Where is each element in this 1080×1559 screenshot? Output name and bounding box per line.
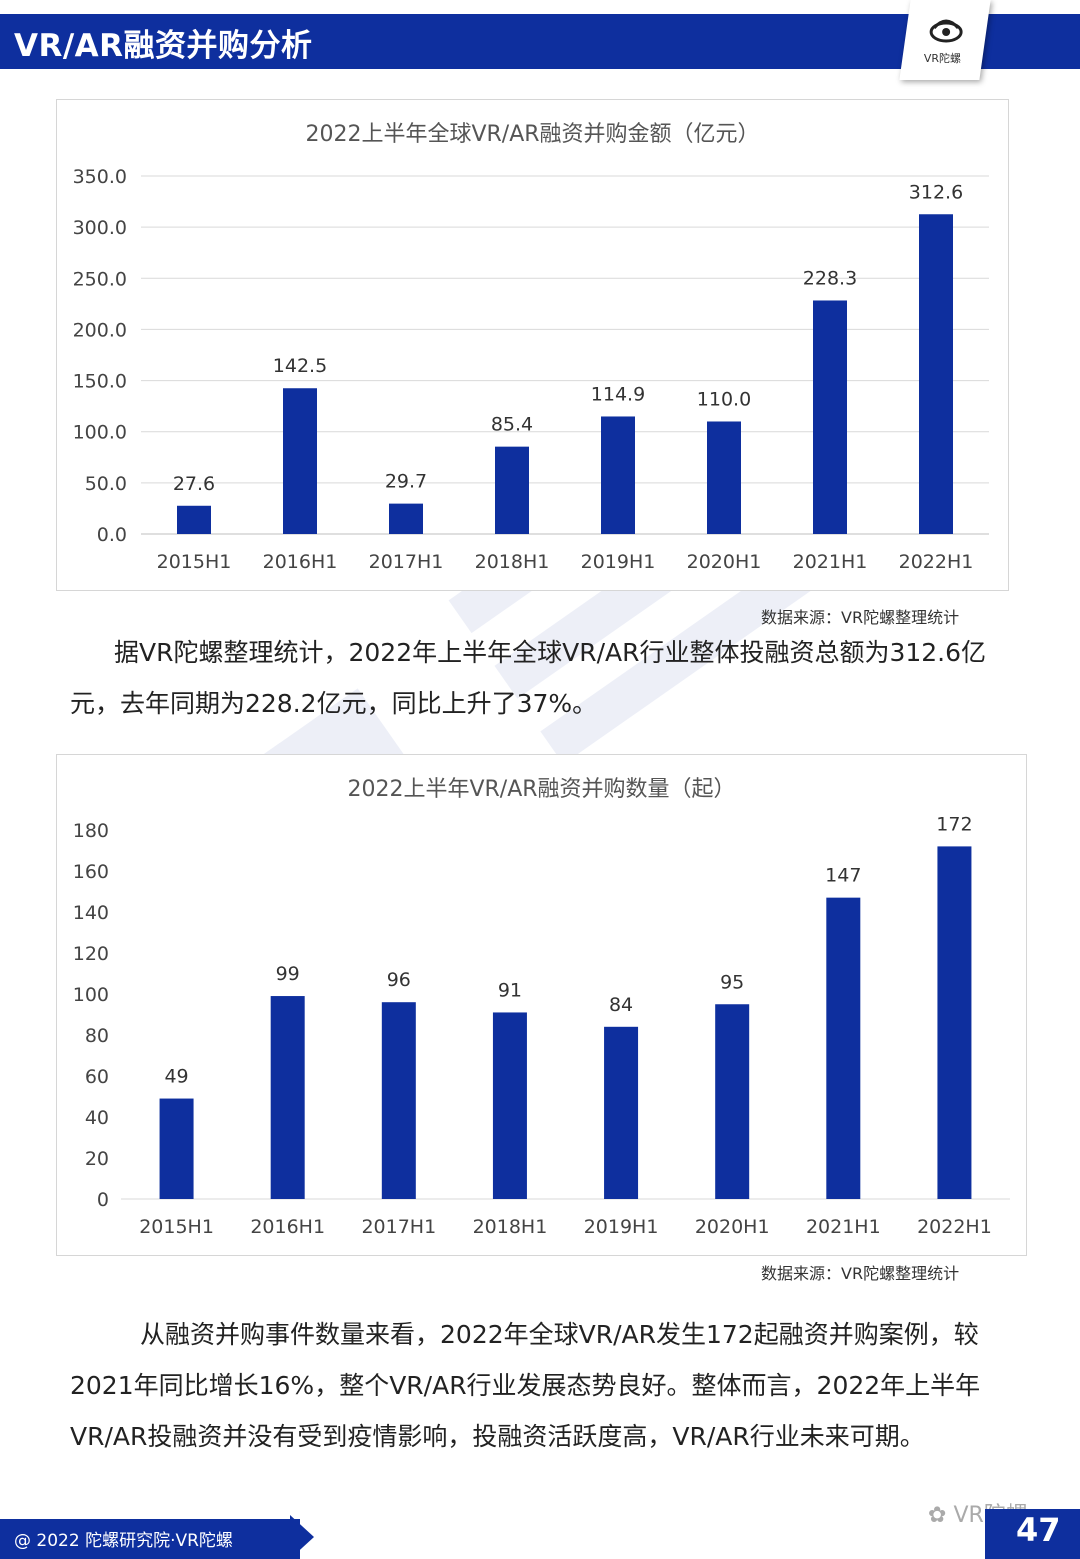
chart-amount-plot: 0.0 50.0 100.0 150.0 200.0 250.0 300.0 350.0 27.… [73, 166, 989, 573]
x-tick-label: 2015H1 [139, 1216, 214, 1238]
y-tick-label: 50.0 [85, 473, 127, 495]
bar-2020H1 [715, 1004, 750, 1199]
y-tick-label: 200.0 [73, 319, 127, 341]
chart-count-source: 数据来源：VR陀螺整理统计 [761, 1264, 960, 1283]
y-tick-label: 0.0 [97, 524, 127, 546]
bar-2022H1 [937, 846, 972, 1199]
paragraph-amount: 据VR陀螺整理统计，2022年上半年全球VR/AR行业整体投融资总额为312.6… [70, 638, 987, 718]
y-tick-label: 180 [73, 820, 109, 842]
chart-count-title: 2022上半年VR/AR融资并购数量（起） [347, 777, 736, 802]
chart-count-plot: 0 20 40 60 80 100 120 140 160 180 49 2015H1 99 2016H1… [73, 813, 1010, 1238]
bar-2018H1 [492, 1012, 527, 1199]
data-label: 110.0 [697, 388, 751, 410]
data-label: 172 [936, 813, 972, 835]
data-label: 85.4 [491, 414, 533, 436]
bar-2018H1 [495, 446, 529, 534]
data-label: 95 [720, 971, 744, 993]
y-tick-label: 250.0 [73, 268, 127, 290]
y-tick-label: 80 [85, 1025, 109, 1047]
page-number-bar [985, 1509, 1080, 1559]
data-label: 27.6 [173, 473, 215, 495]
x-tick-label: 2020H1 [695, 1216, 770, 1238]
data-label: 84 [609, 994, 633, 1016]
bar-2019H1 [604, 1026, 639, 1199]
x-tick-label: 2021H1 [793, 551, 868, 573]
data-label: 91 [498, 979, 522, 1001]
data-label: 29.7 [385, 471, 427, 493]
x-tick-label: 2019H1 [581, 551, 656, 573]
y-tick-label: 100.0 [73, 422, 127, 444]
x-tick-label: 2016H1 [250, 1216, 325, 1238]
chart-amount-source: 数据来源：VR陀螺整理统计 [761, 608, 960, 627]
data-label: 99 [276, 963, 300, 985]
y-tick-label: 140 [73, 902, 109, 924]
gyro-logo-icon [926, 10, 966, 54]
x-tick-label: 2018H1 [473, 1216, 548, 1238]
page-number: 47 [1016, 1511, 1061, 1549]
data-label: 49 [164, 1066, 188, 1088]
x-tick-label: 2017H1 [369, 551, 444, 573]
x-tick-label: 2022H1 [917, 1216, 992, 1238]
data-label: 228.3 [803, 267, 857, 289]
data-label: 142.5 [273, 355, 327, 377]
y-tick-label: 60 [85, 1066, 109, 1088]
bar-2022H1 [919, 214, 953, 534]
y-tick-label: 120 [73, 943, 109, 965]
bar-2021H1 [826, 897, 861, 1199]
bar-2016H1 [283, 388, 317, 534]
x-tick-label: 2015H1 [157, 551, 232, 573]
x-tick-label: 2017H1 [361, 1216, 436, 1238]
bar-2021H1 [813, 300, 847, 534]
y-tick-label: 350.0 [73, 166, 127, 188]
y-tick-label: 20 [85, 1148, 109, 1170]
chart-amount: 2022上半年全球VR/AR融资并购金额（亿元） 0.0 50.0 100.0 150… [56, 99, 1009, 591]
footer-bar [0, 1519, 300, 1559]
data-label: 114.9 [591, 383, 645, 405]
x-tick-label: 2018H1 [475, 551, 550, 573]
y-tick-label: 300.0 [73, 217, 127, 239]
bar-2015H1 [159, 1098, 194, 1199]
chart-count: 2022上半年VR/AR融资并购数量（起） 0 20 40 60 80 100 120 140… [56, 754, 1027, 1256]
x-tick-label: 2020H1 [687, 551, 762, 573]
page-title: VR/AR融资并购分析 [14, 28, 313, 64]
logo-badge: VR陀螺 [899, 0, 991, 80]
data-label: 96 [387, 969, 411, 991]
y-tick-label: 100 [73, 984, 109, 1006]
x-tick-label: 2022H1 [899, 551, 974, 573]
logo-text: VR陀螺 [923, 52, 962, 65]
bar-2019H1 [601, 416, 635, 534]
bar-2015H1 [177, 505, 211, 534]
header-bar [0, 14, 1080, 69]
x-tick-label: 2016H1 [263, 551, 338, 573]
footer-copyright: @ 2022 陀螺研究院·VR陀螺 [14, 1531, 233, 1551]
paragraph-count: 从融资并购事件数量来看，2022年全球VR/AR发生172起融资并购案例，较20… [70, 1320, 981, 1451]
x-tick-label: 2021H1 [806, 1216, 881, 1238]
x-tick-label: 2019H1 [584, 1216, 659, 1238]
y-tick-label: 150.0 [73, 371, 127, 393]
bar-2017H1 [389, 503, 423, 534]
y-tick-label: 40 [85, 1107, 109, 1129]
footer-arrow [290, 1515, 314, 1559]
y-tick-label: 0 [97, 1189, 109, 1211]
y-tick-label: 160 [73, 861, 109, 883]
bar-2017H1 [381, 1002, 416, 1199]
data-label: 147 [825, 865, 861, 887]
wechat-icon: ✿ [928, 1503, 947, 1528]
chart-amount-title: 2022上半年全球VR/AR融资并购金额（亿元） [305, 122, 760, 147]
data-label: 312.6 [909, 181, 963, 203]
bar-2020H1 [707, 421, 741, 534]
bar-2016H1 [270, 996, 305, 1199]
